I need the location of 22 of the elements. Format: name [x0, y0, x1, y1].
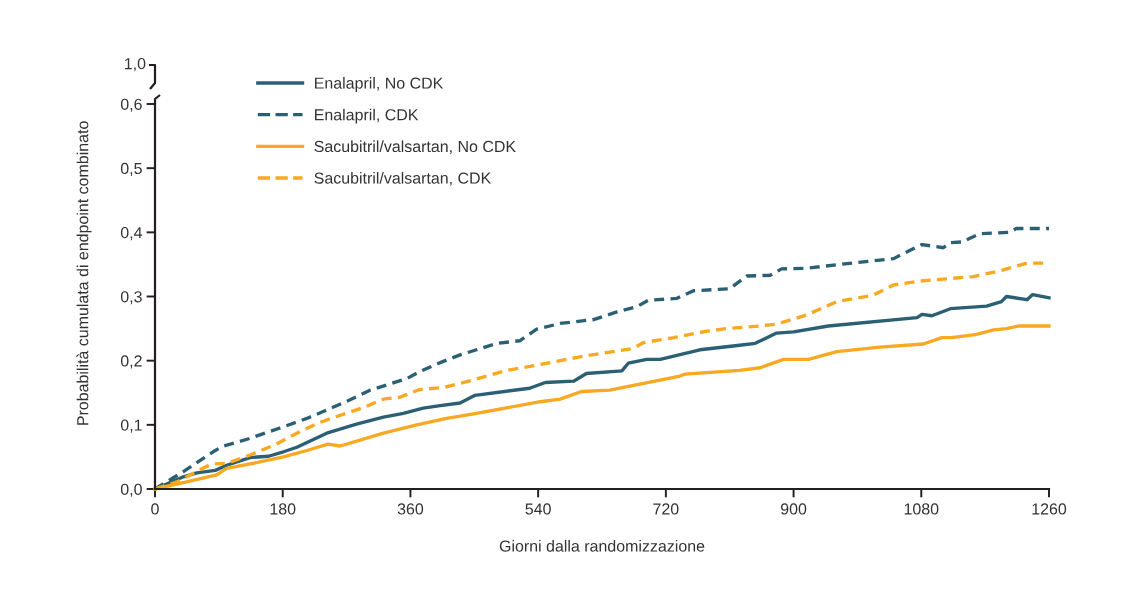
x-tick-label: 900 — [781, 503, 807, 515]
y-tick-label: 0,6 — [120, 98, 142, 112]
legend-label: Sacubitril/valsartan, No CDK — [314, 140, 516, 154]
x-tick-label: 180 — [270, 503, 296, 515]
y-tick-label: 0,0 — [120, 483, 142, 497]
x-axis-title: Giorni dalla randomizzazione — [499, 540, 705, 552]
x-tick-label: 360 — [397, 503, 424, 515]
y-tick-label: 0,2 — [120, 355, 142, 369]
x-tick-label: 1080 — [904, 503, 939, 515]
x-tick-label: 540 — [525, 503, 551, 515]
y-tick-label: 0,5 — [120, 162, 142, 176]
legend-label: Enalapril, No CDK — [315, 77, 444, 92]
text: 1,0 — [125, 57, 146, 72]
y-axis-title: Probabilità cumulata di endpoint combinato — [76, 121, 92, 425]
y-tick-label: 0,1 — [120, 419, 142, 433]
legend-label: Sacubitril/valsartan, CDK — [314, 172, 492, 186]
y-tick-label: 0,3 — [120, 291, 142, 305]
x-tick-label: 720 — [653, 503, 679, 515]
x-tick-label: 0 — [151, 503, 159, 515]
x-tick-label: 1260 — [1032, 503, 1067, 515]
legend-label: Enalapril, CDK — [315, 108, 419, 124]
y-tick-label: 0,4 — [120, 226, 143, 241]
